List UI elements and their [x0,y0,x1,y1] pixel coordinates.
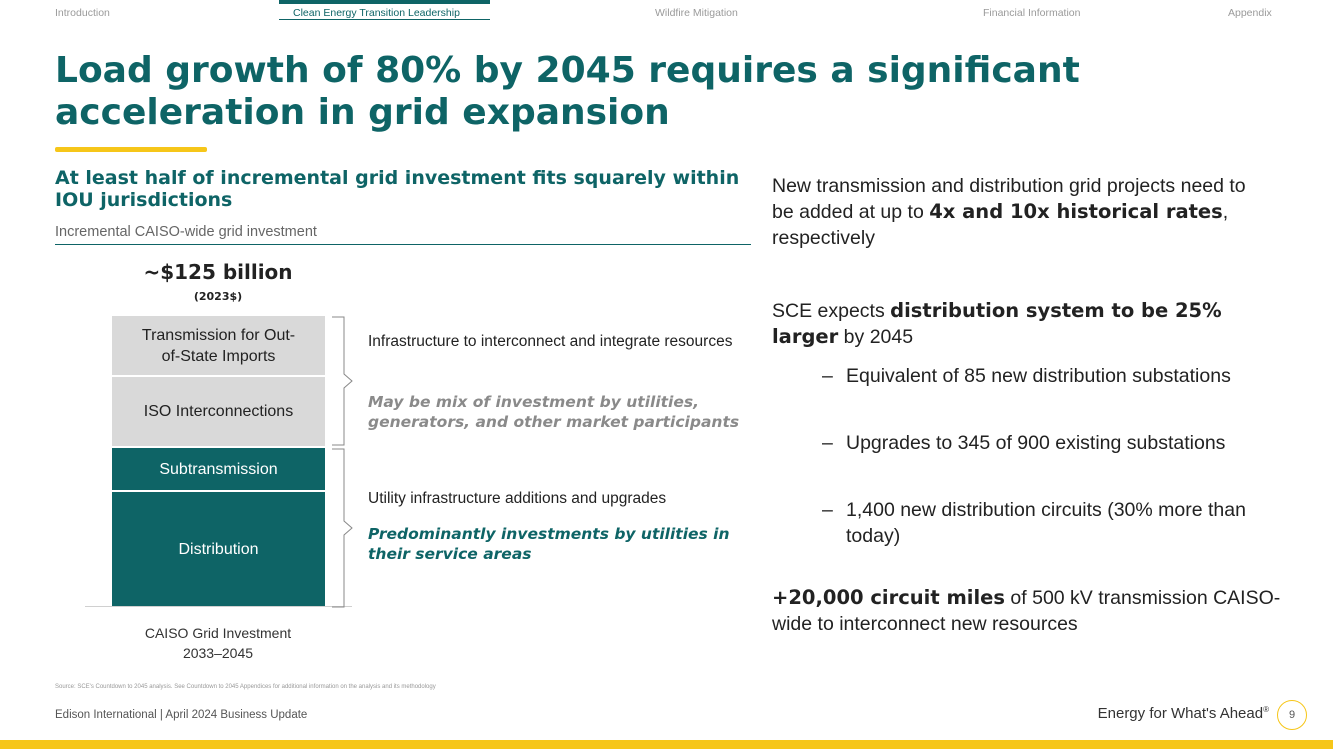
tab-introduction[interactable]: Introduction [55,7,110,19]
group-italic-lower: Predominantly investments by utilities i… [368,525,730,563]
footer-company-date: Edison International | April 2024 Busine… [55,709,308,721]
left-divider [55,244,751,245]
tab-appendix[interactable]: Appendix [1228,7,1272,19]
bullet-text: Equivalent of 85 new distribution substa… [846,365,1231,387]
paragraph-circuit-miles: +20,000 circuit miles of 500 kV transmis… [772,585,1292,637]
segment-iso-interconnections: ISO Interconnections [112,377,325,446]
bold-run: distribution system to be 25% larger [772,299,1222,348]
segment-label: Distribution [178,540,259,558]
bracket-upper [330,316,360,446]
dash-bullet: – [822,499,833,521]
bullet-item: – Upgrades to 345 of 900 existing substa… [822,430,1262,456]
segment-divider [112,375,325,377]
tab-clean-energy-transition-leadership[interactable]: Clean Energy Transition Leadership [293,7,460,19]
page-number: 9 [1277,700,1307,730]
paragraph-rates: New transmission and distribution grid p… [772,173,1272,251]
chart-x-label: CAISO Grid Investment 2033–2045 [112,623,324,663]
chart-x-label-line2: 2033–2045 [182,645,254,661]
investment-total: ~$125 billion [143,260,293,284]
bracket-lower [330,448,360,608]
bullet-text: Upgrades to 345 of 900 existing substati… [846,432,1226,454]
text-run: by 2045 [838,326,914,348]
segment-label: Transmission for Out-of-State Imports [141,326,296,365]
registered-mark: ® [1263,705,1269,714]
bottom-accent-bar [0,740,1333,749]
footer-tagline: Energy for What's Ahead® [1098,705,1269,722]
bullet-item: – Equivalent of 85 new distribution subs… [822,363,1262,389]
dash-bullet: – [822,432,833,454]
segment-distribution: Distribution [112,492,325,606]
segment-divider [112,446,325,448]
tab-financial-information[interactable]: Financial Information [983,7,1081,19]
dash-bullet: – [822,365,833,387]
paragraph-distribution: SCE expects distribution system to be 25… [772,298,1292,350]
active-tab-underline [279,19,490,20]
segment-subtransmission: Subtransmission [112,448,325,490]
tab-wildfire-mitigation[interactable]: Wildfire Mitigation [655,7,738,19]
segment-transmission-imports: Transmission for Out-of-State Imports [112,316,325,375]
text-run: of 500 kV transmission CAISO-wide to int… [772,587,1281,635]
bullet-text: 1,400 new distribution circuits (30% mor… [846,499,1246,547]
bullet-item: – 1,400 new distribution circuits (30% m… [822,497,1262,549]
segment-label: Subtransmission [159,460,278,478]
investment-total-unit: (2023$) [193,290,243,303]
text-run: SCE expects [772,300,891,322]
source-note: Source: SCE's Countdown to 2045 analysis… [55,684,436,690]
group-note-upper: Infrastructure to interconnect and integ… [368,333,733,350]
tagline-text: Energy for What's Ahead [1097,705,1264,722]
title-accent-bar [55,147,207,152]
text-run: , respectively [772,201,1229,249]
section-nav: Introduction Clean Energy Transition Lea… [0,0,1333,22]
left-subheading: Incremental CAISO-wide grid investment [55,224,317,240]
left-heading: At least half of incremental grid invest… [55,167,740,211]
segment-label: ISO Interconnections [143,403,294,420]
group-note-lower: Utility infrastructure additions and upg… [368,490,667,507]
page-title: Load growth of 80% by 2045 requires a si… [55,50,1080,133]
bold-run: 4x and 10x historical rates [929,200,1223,223]
chart-x-label-line1: CAISO Grid Investment [144,625,292,641]
segment-divider [112,490,325,492]
text-run: New transmission and distribution grid p… [772,175,1246,223]
active-tab-indicator [279,0,490,4]
bold-run: +20,000 circuit miles [772,586,1005,609]
group-italic-upper: May be mix of investment by utilities, g… [368,393,740,431]
chart-baseline [85,606,352,607]
